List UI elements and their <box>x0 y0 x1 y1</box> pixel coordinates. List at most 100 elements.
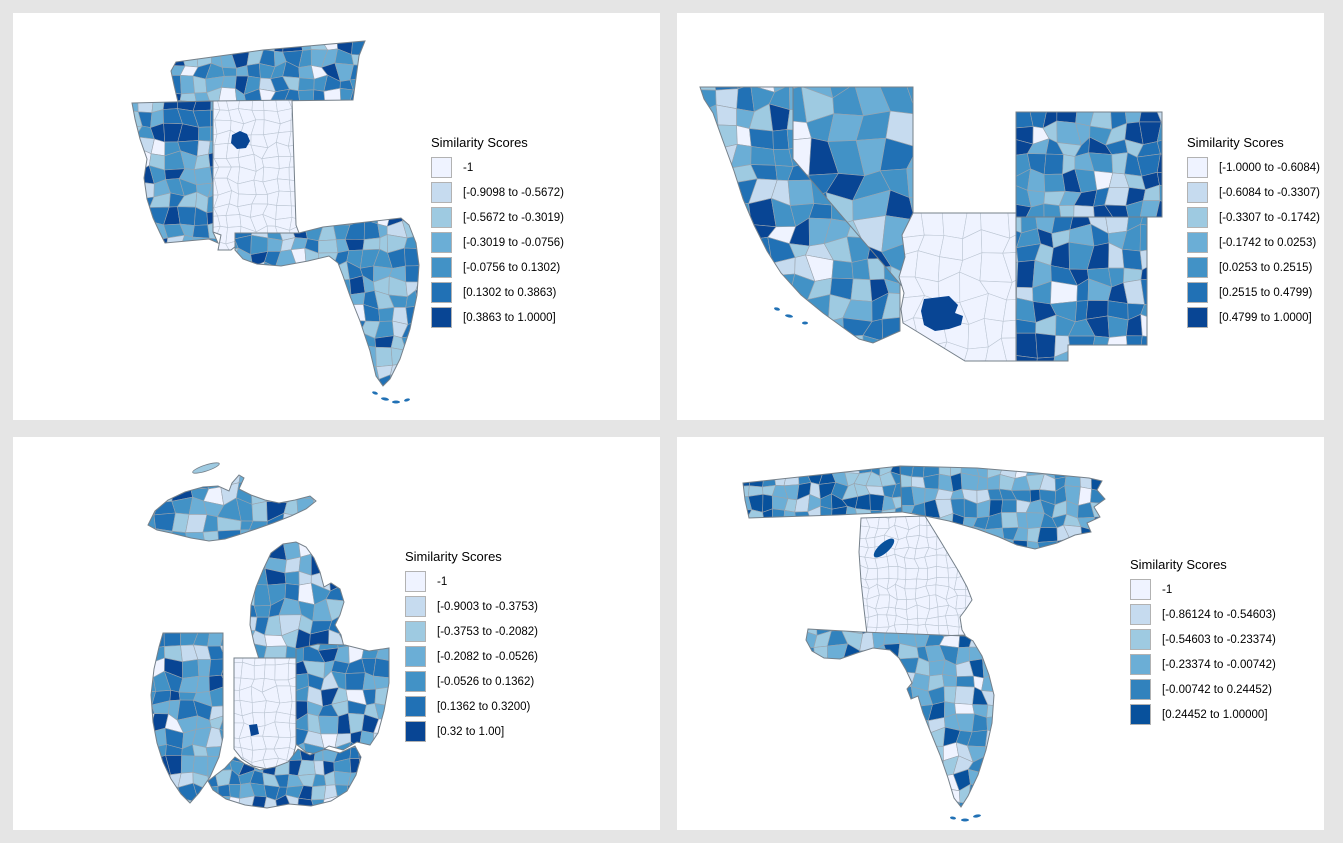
legend-label: [-0.0756 to 0.1302) <box>463 261 561 274</box>
legend-title: Similarity Scores <box>1187 135 1284 150</box>
legend-title: Similarity Scores <box>1130 557 1227 572</box>
legend-item: [-0.2082 to -0.0526) <box>405 646 538 667</box>
island <box>404 398 410 402</box>
legend-label: [-0.54603 to -0.23374) <box>1162 633 1276 646</box>
legend-item: [-0.00742 to 0.24452) <box>1130 679 1276 700</box>
legend: Similarity Scores -1 [-0.9098 to -0.5672)… <box>431 135 564 332</box>
legend-label: [-0.0526 to 0.1362) <box>437 675 535 688</box>
legend-label: [0.1362 to 0.3200) <box>437 700 531 713</box>
state-border-colorado <box>1015 111 1163 218</box>
legend-label: [-0.86124 to -0.54603) <box>1162 608 1276 621</box>
state-border-mississippi <box>131 100 219 244</box>
highlight-county <box>921 296 963 331</box>
legend-swatch <box>1187 182 1208 203</box>
legend-swatch <box>1187 282 1208 303</box>
choropleth-map-arizona-neighbors <box>699 86 1163 362</box>
legend-label: [-1.0000 to -0.6084) <box>1219 161 1321 174</box>
legend-item: [-0.86124 to -0.54603) <box>1130 604 1276 625</box>
legend-item: [0.4799 to 1.0000] <box>1187 307 1320 328</box>
legend-swatch <box>1130 604 1151 625</box>
legend-swatch <box>405 571 426 592</box>
legend-item: [0.3863 to 1.0000] <box>431 307 564 328</box>
legend-item: [-0.54603 to -0.23374) <box>1130 629 1276 650</box>
legend-title: Similarity Scores <box>405 549 502 564</box>
legend-item: [-0.23374 to -0.00742) <box>1130 654 1276 675</box>
legend-rows: [-1.0000 to -0.6084) [-0.6084 to -0.3307)… <box>1187 157 1320 328</box>
legend-item: [-0.1742 to 0.0253) <box>1187 232 1320 253</box>
legend-swatch <box>431 182 452 203</box>
island <box>774 307 780 311</box>
legend-item: [0.1302 to 0.3863) <box>431 282 564 303</box>
legend-label: -1 <box>437 575 448 588</box>
legend-item: [-0.5672 to -0.3019) <box>431 207 564 228</box>
legend-swatch <box>1187 157 1208 178</box>
state-border-michigan-lower-peninsula <box>249 541 345 660</box>
legend-label: [0.32 to 1.00] <box>437 725 505 738</box>
legend-label: [-0.00742 to 0.24452) <box>1162 683 1272 696</box>
island <box>372 391 378 395</box>
legend-swatch <box>1130 679 1151 700</box>
legend-label: [0.0253 to 0.2515) <box>1219 261 1313 274</box>
legend-swatch <box>431 257 452 278</box>
legend-rows: -1 [-0.9003 to -0.3753) [-0.3753 to -0.208… <box>405 571 538 742</box>
choropleth-map-indiana-neighbors <box>147 462 390 809</box>
legend-swatch <box>1187 257 1208 278</box>
island <box>392 400 400 404</box>
legend-item: -1 <box>431 157 564 178</box>
map-panel-southeast-alabama: Similarity Scores -1 [-0.9098 to -0.5672)… <box>13 13 660 420</box>
state-border-florida <box>805 628 995 808</box>
legend-swatch <box>1130 654 1151 675</box>
legend-label: [0.24452 to 1.00000] <box>1162 708 1268 721</box>
legend-item: [-0.0756 to 0.1302) <box>431 257 564 278</box>
state-border-kentucky <box>207 745 362 809</box>
legend-label: [-0.6084 to -0.3307) <box>1219 186 1321 199</box>
legend-swatch <box>431 232 452 253</box>
state-border-ohio <box>295 643 390 755</box>
choropleth-map-alabama-neighbors <box>131 40 420 404</box>
state-florida <box>806 629 994 807</box>
legend-swatch <box>405 671 426 692</box>
legend-swatch <box>431 207 452 228</box>
map-panel-midwest-indiana: Similarity Scores -1 [-0.9003 to -0.3753)… <box>13 437 660 830</box>
legend-item: [0.2515 to 0.4799) <box>1187 282 1320 303</box>
state-border-tennessee <box>170 40 366 103</box>
legend-item: [-0.3753 to -0.2082) <box>405 621 538 642</box>
legend-item: [0.24452 to 1.00000] <box>1130 704 1276 725</box>
legend-swatch <box>1187 207 1208 228</box>
state-border-florida <box>234 217 420 387</box>
legend-item: [-0.3019 to -0.0756) <box>431 232 564 253</box>
state-border-illinois <box>150 632 224 804</box>
legend-swatch <box>405 646 426 667</box>
legend-swatch <box>405 621 426 642</box>
legend-rows: -1 [-0.86124 to -0.54603) [-0.54603 to -0.… <box>1130 579 1276 725</box>
legend-swatch <box>1130 579 1151 600</box>
legend-label: [0.1302 to 0.3863) <box>463 286 557 299</box>
legend-item: -1 <box>405 571 538 592</box>
island <box>192 462 220 474</box>
map-panel-southeast-georgia: Similarity Scores -1 [-0.86124 to -0.5460… <box>677 437 1324 830</box>
legend-item: [0.1362 to 0.3200) <box>405 696 538 717</box>
legend-swatch <box>1130 704 1151 725</box>
legend-item: -1 <box>1130 579 1276 600</box>
legend-label: [-0.3019 to -0.0756) <box>463 236 565 249</box>
legend-label: -1 <box>1162 583 1173 596</box>
state-border-new-mexico <box>1015 216 1148 362</box>
legend-item: [-0.9098 to -0.5672) <box>431 182 564 203</box>
legend-swatch <box>405 696 426 717</box>
island <box>961 818 969 822</box>
choropleth-map-georgia-neighbors <box>742 465 1106 822</box>
state-border-georgia <box>858 515 973 637</box>
island <box>973 814 981 818</box>
legend-label: [-0.3753 to -0.2082) <box>437 625 539 638</box>
legend-title: Similarity Scores <box>431 135 528 150</box>
legend: Similarity Scores -1 [-0.86124 to -0.5460… <box>1130 557 1276 729</box>
legend-swatch <box>431 157 452 178</box>
legend-item: [-0.6084 to -0.3307) <box>1187 182 1320 203</box>
legend-item: [-0.9003 to -0.3753) <box>405 596 538 617</box>
legend-label: [-0.9003 to -0.3753) <box>437 600 539 613</box>
legend-label: [-0.9098 to -0.5672) <box>463 186 565 199</box>
map-panel-southwest-arizona: Similarity Scores [-1.0000 to -0.6084) [-… <box>677 13 1324 420</box>
legend-swatch <box>431 307 452 328</box>
legend-item: [-0.0526 to 0.1362) <box>405 671 538 692</box>
